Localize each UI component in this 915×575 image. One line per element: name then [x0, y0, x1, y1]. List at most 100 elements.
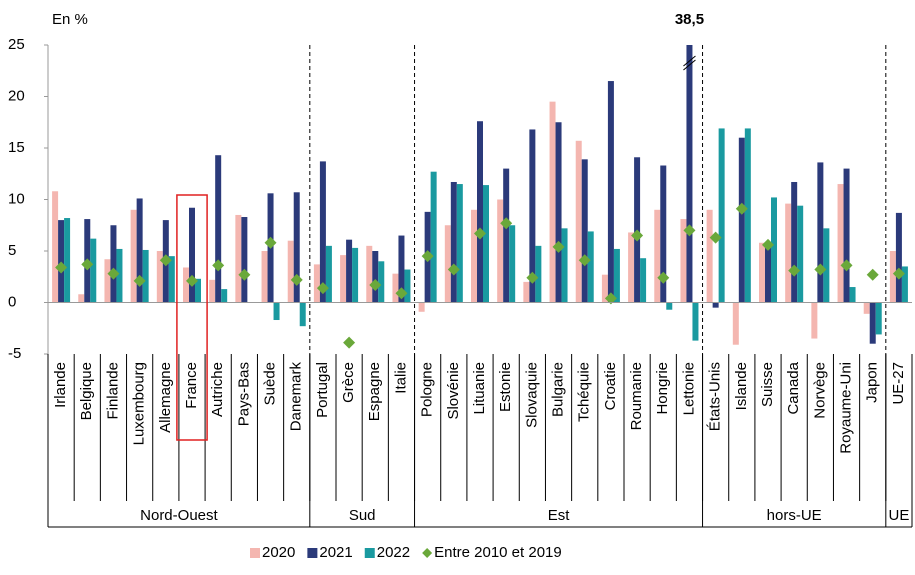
bar — [732, 302, 739, 345]
diamond-marker — [657, 271, 670, 284]
bar — [195, 278, 201, 303]
bar — [765, 246, 771, 303]
bar — [718, 128, 725, 303]
x-tick-label: Autriche — [209, 362, 226, 417]
bar — [817, 162, 824, 303]
legend-label: 2022 — [377, 544, 410, 561]
bar — [189, 207, 195, 303]
bar — [823, 228, 830, 303]
bar — [628, 232, 635, 303]
bar — [444, 225, 451, 303]
bar — [561, 228, 568, 303]
x-tick-label: Norvège — [811, 362, 828, 419]
bar — [666, 302, 673, 310]
diamond-marker — [578, 254, 591, 267]
x-tick-label: Suède — [262, 362, 279, 405]
bar — [875, 302, 882, 335]
diamond-marker — [892, 267, 905, 280]
x-tick-label: Suisse — [759, 362, 776, 407]
bar — [313, 264, 320, 303]
bar — [706, 209, 713, 303]
bar — [64, 218, 71, 303]
legend-label: 2021 — [319, 544, 352, 561]
diamond-marker — [290, 273, 303, 286]
diamond-marker — [788, 264, 801, 277]
bar — [613, 248, 620, 303]
bar — [744, 128, 751, 303]
x-tick-label: Belgique — [78, 362, 95, 420]
bar — [398, 235, 405, 303]
x-tick-label: Royaume-Uni — [838, 362, 855, 454]
axis-break — [683, 55, 696, 67]
bar — [273, 302, 280, 321]
diamond-marker — [683, 224, 696, 237]
bar — [895, 212, 902, 303]
bar — [346, 239, 353, 303]
bar — [168, 256, 175, 303]
bar — [607, 81, 614, 303]
x-tick-label: Pays-Bas — [235, 362, 252, 426]
bar — [692, 302, 699, 341]
bar — [785, 203, 792, 303]
x-tick-label: Croatie — [602, 362, 619, 410]
bar — [352, 247, 359, 303]
bar — [523, 281, 530, 303]
diamond-marker — [238, 268, 251, 281]
bar — [660, 165, 667, 303]
bar — [392, 273, 399, 303]
legend-marker — [364, 548, 375, 558]
diamond-marker — [447, 263, 460, 276]
bar — [654, 209, 661, 303]
bar — [325, 245, 332, 303]
bar — [156, 251, 163, 303]
diamond-marker — [866, 268, 879, 281]
y-tick-label: 5 — [8, 242, 16, 259]
bar — [471, 209, 477, 303]
bar — [477, 121, 483, 303]
bar — [261, 251, 268, 303]
bar — [136, 198, 143, 303]
diamond-marker — [421, 250, 434, 263]
y-tick-label: 15 — [8, 139, 25, 156]
diamond-marker — [264, 236, 277, 249]
bar — [889, 251, 896, 303]
diamond-marker — [552, 240, 565, 253]
bar — [581, 159, 588, 303]
bar — [680, 219, 687, 303]
legend-marker — [250, 548, 260, 558]
diamond-marker — [709, 231, 722, 244]
x-tick-label: Slovaquie — [523, 362, 540, 428]
bar — [863, 302, 870, 314]
diamond-marker — [762, 238, 774, 251]
bar — [837, 184, 844, 303]
bar — [869, 302, 876, 344]
x-tick-label: Grèce — [340, 362, 357, 403]
bar — [759, 242, 765, 303]
x-tick-label: Finlande — [104, 362, 121, 420]
x-tick-label: Estonie — [497, 362, 514, 412]
bar — [771, 197, 777, 303]
bar — [366, 245, 373, 303]
axis-break — [683, 59, 696, 71]
bar — [738, 137, 745, 303]
x-tick-label: Roumanie — [628, 362, 645, 430]
x-tick-label: Pologne — [419, 362, 436, 417]
bar — [797, 205, 804, 303]
bar — [110, 225, 117, 303]
diamond-marker — [212, 259, 225, 272]
bar — [587, 231, 594, 303]
diamond-marker — [474, 227, 486, 240]
bar — [575, 140, 582, 303]
bar — [404, 269, 411, 303]
bar — [235, 214, 242, 303]
diamond-marker — [500, 217, 513, 230]
x-tick-label: Danemark — [288, 362, 305, 432]
y-axis-label: En % — [52, 11, 88, 28]
diamond-marker — [316, 282, 329, 295]
x-tick-label: Canada — [785, 361, 802, 414]
diamond-marker — [526, 271, 539, 284]
diamond-marker — [814, 263, 827, 276]
x-tick-label: États-Unis — [707, 362, 724, 431]
legend-label: 2020 — [262, 544, 295, 561]
bar — [241, 217, 248, 303]
